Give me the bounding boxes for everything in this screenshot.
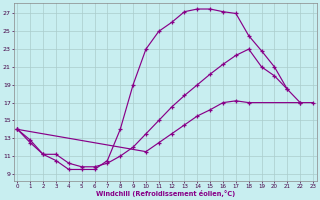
X-axis label: Windchill (Refroidissement éolien,°C): Windchill (Refroidissement éolien,°C): [96, 190, 235, 197]
